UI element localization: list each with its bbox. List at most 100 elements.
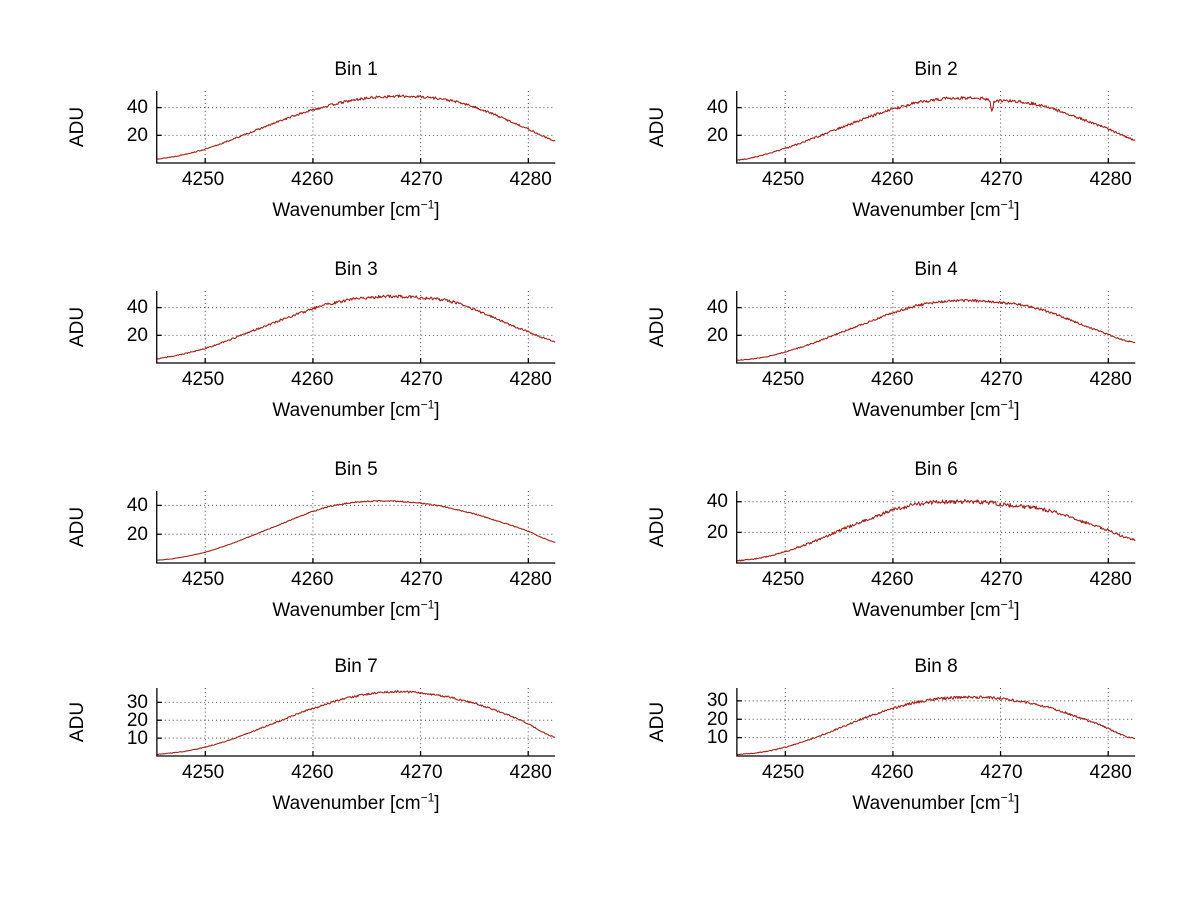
plot-area: 20 40 4250 4260 4270 4280 ADU Wavenumber [cm−1]	[647, 491, 1138, 621]
y-tick-label: 10	[706, 727, 728, 749]
axes-svg	[156, 688, 556, 757]
y-tick-label: 20	[706, 124, 728, 146]
subplot-title: Bin 3	[334, 259, 378, 280]
spectrum-line	[736, 498, 1136, 562]
axes-svg	[736, 491, 1136, 564]
axis-spine	[156, 291, 556, 364]
subplot-bin-1: Bin 1 20 40 4250 4260 4270 4280 ADU Wavenumber […	[67, 58, 558, 224]
y-tick-label: 40	[126, 96, 148, 118]
axis-spine	[156, 91, 556, 164]
spectrum-line	[156, 94, 556, 160]
subplot-bin-8: Bin 8 10 20 30 4250 4260 4270 4280 ADU Wavenumber…	[647, 655, 1138, 817]
subplot-title: Bin 2	[914, 59, 958, 80]
axes-svg	[736, 688, 1136, 757]
axis-spine	[736, 491, 1136, 564]
axes-svg	[156, 91, 556, 164]
y-axis-label: ADU	[647, 506, 668, 547]
x-tick-label: 4270	[980, 762, 1023, 783]
axis-spine	[156, 491, 556, 564]
y-axis-label: ADU	[647, 106, 668, 147]
x-tick-label: 4270	[400, 369, 443, 390]
x-tick-label: 4270	[980, 569, 1023, 590]
x-tick-label: 4270	[980, 369, 1023, 390]
axis-spine	[736, 91, 1136, 164]
spectrum-line	[156, 690, 556, 755]
x-tick-label: 4280	[1089, 369, 1132, 390]
x-tick-label: 4270	[400, 169, 443, 190]
x-tick-label: 4260	[291, 569, 334, 590]
x-axis-label: Wavenumber [cm−1]	[272, 790, 440, 814]
x-tick-label: 4250	[181, 169, 225, 190]
subplot-bin-5: Bin 5 20 40 4250 4260 4270 4280 ADU Wavenumber […	[67, 458, 558, 624]
plot-area: 20 40 4250 4260 4270 4280 ADU Wavenumber [cm−1]	[647, 291, 1138, 421]
x-tick-label: 4280	[1089, 569, 1132, 590]
subplot-title: Bin 6	[914, 459, 958, 480]
y-tick-label: 40	[706, 296, 728, 318]
x-tick-label: 4250	[761, 569, 805, 590]
y-tick-label: 40	[706, 96, 728, 118]
x-tick-label: 4280	[1089, 762, 1132, 783]
y-tick-label: 20	[706, 708, 728, 730]
x-axis-label: Wavenumber [cm−1]	[852, 790, 1020, 814]
x-tick-label: 4280	[509, 369, 552, 390]
y-axis-label: ADU	[67, 306, 88, 347]
spectrum-line	[156, 294, 556, 360]
x-tick-label: 4250	[181, 569, 225, 590]
y-tick-label: 30	[706, 690, 728, 712]
x-axis-label: Wavenumber [cm−1]	[852, 197, 1020, 221]
y-tick-label: 20	[706, 324, 728, 346]
axis-spine	[736, 688, 1136, 757]
axes-svg	[156, 291, 556, 364]
x-tick-label: 4280	[509, 569, 552, 590]
subplot-title: Bin 8	[914, 656, 958, 677]
y-axis-label: ADU	[647, 701, 668, 742]
x-tick-label: 4260	[291, 169, 334, 190]
plot-area: 20 40 4250 4260 4270 4280 ADU Wavenumber [cm−1]	[67, 91, 558, 221]
x-tick-label: 4270	[400, 762, 443, 783]
y-axis-label: ADU	[647, 306, 668, 347]
y-tick-label: 20	[126, 324, 148, 346]
x-tick-label: 4260	[871, 169, 914, 190]
axes-svg	[736, 291, 1136, 364]
x-axis-label: Wavenumber [cm−1]	[272, 197, 440, 221]
plot-area: 20 40 4250 4260 4270 4280 ADU Wavenumber [cm−1]	[67, 291, 558, 421]
x-axis-label: Wavenumber [cm−1]	[852, 397, 1020, 421]
x-tick-label: 4270	[400, 569, 443, 590]
spectrum-line	[736, 298, 1136, 361]
y-tick-label: 40	[126, 494, 148, 516]
subplot-bin-3: Bin 3 20 40 4250 4260 4270 4280 ADU Wavenumber […	[67, 258, 558, 424]
y-axis-label: ADU	[67, 506, 88, 547]
y-tick-label: 20	[706, 521, 728, 543]
x-axis-label: Wavenumber [cm−1]	[272, 597, 440, 621]
spectrum-line	[736, 95, 1136, 161]
y-axis-label: ADU	[67, 106, 88, 147]
subplot-bin-4: Bin 4 20 40 4250 4260 4270 4280 ADU Wavenumber […	[647, 258, 1138, 424]
x-tick-label: 4260	[871, 762, 914, 783]
y-tick-label: 30	[126, 691, 148, 713]
x-tick-label: 4260	[291, 762, 334, 783]
spectrum-line	[156, 499, 556, 561]
subplot-title: Bin 5	[334, 459, 378, 480]
y-tick-label: 10	[126, 727, 148, 749]
x-tick-label: 4280	[1089, 169, 1132, 190]
x-tick-label: 4250	[761, 169, 805, 190]
y-tick-label: 20	[126, 709, 148, 731]
subplot-bin-7: Bin 7 10 20 30 4250 4260 4270 4280 ADU Wavenumber…	[67, 655, 558, 817]
y-tick-label: 40	[706, 490, 728, 512]
x-tick-label: 4280	[509, 169, 552, 190]
plot-area: 20 40 4250 4260 4270 4280 ADU Wavenumber [cm−1]	[67, 491, 558, 621]
x-tick-label: 4260	[871, 569, 914, 590]
axes-svg	[156, 491, 556, 564]
subplot-bin-6: Bin 6 20 40 4250 4260 4270 4280 ADU Wavenumber […	[647, 458, 1138, 624]
subplot-title: Bin 7	[334, 656, 378, 677]
y-axis-label: ADU	[67, 701, 88, 742]
plot-area: 20 40 4250 4260 4270 4280 ADU Wavenumber [cm−1]	[647, 91, 1138, 221]
y-tick-label: 20	[126, 523, 148, 545]
plot-area: 10 20 30 4250 4260 4270 4280 ADU Wavenumber [cm−…	[647, 688, 1138, 814]
x-tick-label: 4250	[761, 762, 805, 783]
axes-svg	[736, 91, 1136, 164]
subplot-title: Bin 4	[914, 259, 958, 280]
x-tick-label: 4250	[181, 762, 225, 783]
x-tick-label: 4250	[181, 369, 225, 390]
